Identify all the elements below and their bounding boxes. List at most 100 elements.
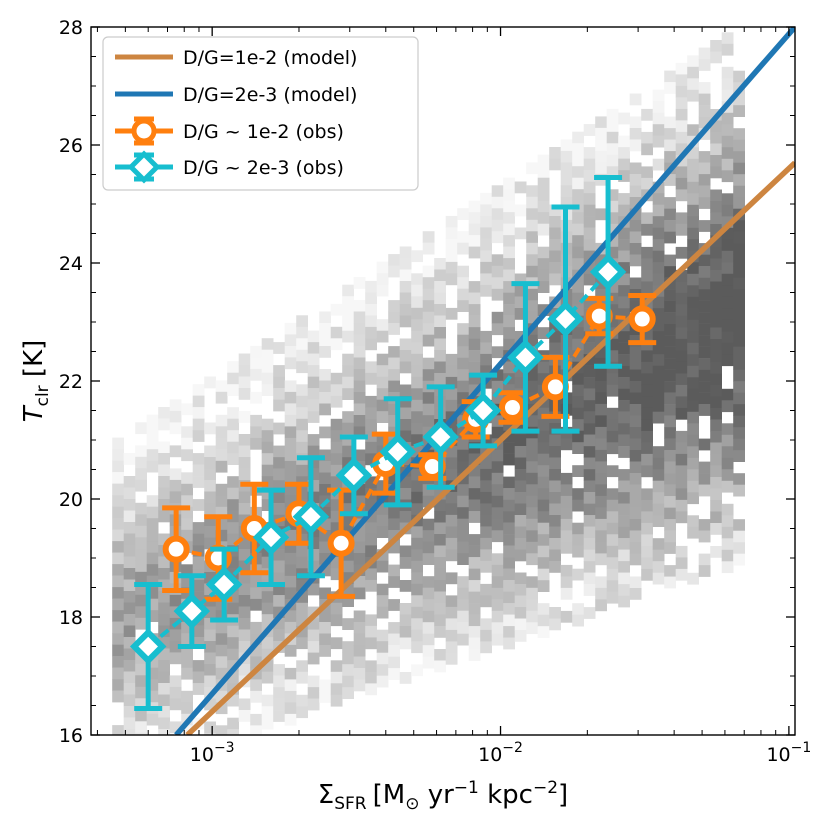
density-cell <box>445 652 458 665</box>
density-cell <box>595 507 607 520</box>
density-cell <box>353 633 366 646</box>
density-cell <box>250 656 262 669</box>
density-cell <box>445 399 458 412</box>
density-cell <box>675 396 688 409</box>
density-cell <box>721 273 734 286</box>
density-cell <box>261 556 274 569</box>
density-cell <box>618 227 630 240</box>
density-cell <box>721 204 734 217</box>
obs-point <box>547 204 584 434</box>
density-cell <box>491 346 504 359</box>
density-cell <box>388 311 400 324</box>
density-cell <box>112 541 124 553</box>
density-cell <box>664 300 676 313</box>
density-cell <box>215 518 228 531</box>
density-cell <box>434 568 446 581</box>
density-cell <box>537 281 550 293</box>
density-cell <box>353 403 366 416</box>
density-cell <box>204 491 216 504</box>
density-cell <box>710 166 722 179</box>
density-cell <box>123 568 136 580</box>
density-cell <box>227 361 239 373</box>
density-cell <box>365 579 377 592</box>
density-cell <box>606 580 619 593</box>
density-cell <box>158 717 170 730</box>
density-cell <box>618 193 630 205</box>
density-cell <box>629 461 642 474</box>
density-cell <box>123 717 136 730</box>
density-cell <box>181 564 193 577</box>
density-cell <box>595 208 607 221</box>
density-cell <box>480 480 492 493</box>
density-cell <box>595 116 607 129</box>
density-cell <box>491 323 504 336</box>
density-cell <box>675 361 688 374</box>
density-cell <box>491 415 504 428</box>
density-cell <box>123 522 136 534</box>
density-cell <box>491 576 504 589</box>
density-cell <box>169 445 182 458</box>
legend-swatch-obs-high <box>115 116 173 146</box>
density-cell <box>491 610 504 623</box>
density-cell <box>307 480 320 492</box>
density-cell <box>572 545 584 558</box>
density-cell <box>411 296 423 309</box>
density-cell <box>135 709 147 722</box>
density-cell <box>503 246 515 259</box>
density-cell <box>549 618 561 631</box>
density-cell <box>721 296 734 309</box>
density-cell <box>365 545 377 558</box>
density-cell <box>112 644 124 657</box>
density-cell <box>227 430 239 442</box>
density-cell <box>664 220 676 232</box>
density-cell <box>330 522 343 535</box>
density-cell <box>135 560 147 573</box>
density-cell <box>687 572 699 585</box>
density-cell <box>664 197 676 209</box>
density-cell <box>468 637 481 650</box>
density-cell <box>687 124 699 137</box>
density-cell <box>733 404 745 416</box>
density-cell <box>319 633 331 646</box>
density-cell <box>698 151 711 163</box>
density-cell <box>664 542 676 554</box>
density-cell <box>307 365 320 377</box>
density-cell <box>238 468 251 481</box>
density-cell <box>319 323 331 335</box>
density-cell <box>721 515 734 528</box>
density-cell <box>664 438 676 451</box>
density-cell <box>399 545 412 558</box>
density-cell <box>411 284 423 297</box>
density-cell <box>238 445 251 458</box>
diamond-marker <box>129 628 167 665</box>
density-cell <box>583 549 596 562</box>
density-cell <box>399 476 412 489</box>
density-cell <box>480 261 492 274</box>
density-cell <box>606 522 619 535</box>
density-cell <box>204 480 216 492</box>
density-cell <box>238 376 251 389</box>
density-cell <box>641 557 653 570</box>
density-cell <box>514 285 527 297</box>
density-cell <box>606 235 619 248</box>
density-cell <box>652 515 665 527</box>
density-cell <box>664 289 676 301</box>
density-cell <box>388 495 400 508</box>
density-cell <box>583 446 596 458</box>
density-cell <box>572 304 584 316</box>
density-cell <box>664 381 676 393</box>
density-cell <box>618 365 630 378</box>
density-cell <box>629 116 642 129</box>
density-cell <box>123 694 136 707</box>
density-cell <box>227 729 239 735</box>
density-cell <box>227 671 239 684</box>
density-cell <box>503 315 515 328</box>
density-cell <box>595 449 607 462</box>
density-cell <box>606 591 619 604</box>
density-cell <box>434 281 446 293</box>
density-cell <box>664 70 676 83</box>
density-cell <box>330 430 343 443</box>
density-cell <box>353 426 366 439</box>
density-cell <box>296 430 308 443</box>
density-cell <box>583 515 596 527</box>
